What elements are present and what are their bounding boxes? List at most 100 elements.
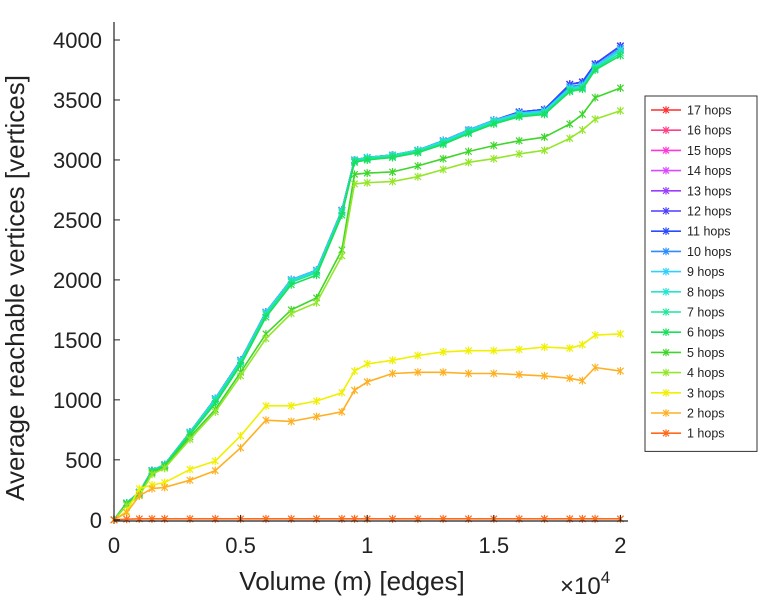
legend-label: 9 hops — [687, 265, 725, 279]
data-point — [464, 158, 473, 167]
legend-marker — [662, 328, 670, 336]
data-point — [540, 146, 549, 155]
legend-marker — [662, 106, 670, 114]
data-point — [350, 179, 359, 188]
legend-label: 5 hops — [687, 346, 725, 360]
legend-marker — [662, 146, 670, 155]
data-point — [388, 369, 397, 378]
axes — [113, 22, 628, 522]
data-point — [236, 371, 245, 380]
data-point — [515, 136, 523, 145]
data-point — [211, 457, 219, 466]
legend-marker — [662, 267, 670, 276]
data-point — [490, 119, 498, 128]
data-point — [591, 65, 599, 74]
data-point — [312, 298, 321, 307]
series-8-hops — [110, 46, 625, 524]
data-point — [616, 51, 625, 60]
data-point — [211, 466, 219, 475]
legend-label: 14 hops — [687, 164, 731, 178]
legend-label: 6 hops — [687, 326, 725, 340]
legend-item: 5 hops — [651, 346, 725, 360]
data-point — [515, 345, 523, 354]
data-point — [414, 368, 422, 377]
data-point — [414, 351, 422, 360]
legend-label: 10 hops — [687, 245, 731, 259]
data-point — [515, 370, 523, 379]
y-tick-label: 500 — [65, 448, 102, 473]
x-exponent-power: 4 — [601, 568, 610, 587]
data-point — [135, 484, 143, 493]
legend-marker — [662, 288, 670, 296]
legend-label: 8 hops — [687, 285, 725, 299]
legend-marker — [662, 187, 670, 195]
series-line — [113, 54, 621, 521]
legend-marker — [662, 308, 670, 316]
data-point — [540, 343, 549, 352]
legend-item: 14 hops — [651, 164, 731, 178]
data-point — [566, 134, 574, 143]
data-point — [135, 491, 143, 500]
data-point — [363, 377, 371, 386]
x-tick-label: 0 — [108, 533, 120, 558]
legend-label: 2 hops — [687, 407, 725, 421]
data-point — [211, 407, 219, 416]
data-point — [464, 129, 473, 138]
data-point — [566, 119, 574, 128]
data-point — [363, 359, 371, 368]
y-tick-label: 2000 — [53, 268, 102, 293]
series-6-hops — [110, 51, 625, 524]
x-tick-label: 0.5 — [225, 533, 256, 558]
data-point — [464, 346, 473, 355]
data-point — [464, 147, 473, 156]
legend-item: 11 hops — [651, 225, 731, 239]
series-line — [113, 48, 621, 521]
tick-labels: 0 0.5 1 1.5 2 0 500 1000 1500 2000 2500 3000 3500 400… — [53, 28, 626, 558]
legend-item: 8 hops — [651, 285, 725, 299]
legend-label: 1 hops — [687, 427, 725, 441]
data-point — [363, 178, 371, 187]
data-point — [414, 148, 422, 157]
data-point — [186, 476, 194, 485]
data-point — [540, 133, 549, 142]
legend-item: 3 hops — [651, 386, 725, 400]
data-point — [262, 401, 270, 410]
data-point — [148, 484, 156, 493]
data-point — [616, 329, 625, 338]
data-point — [312, 271, 321, 280]
data-point — [350, 386, 359, 395]
data-point — [338, 388, 346, 397]
series-layer — [110, 41, 625, 524]
data-point — [439, 368, 447, 377]
data-point — [287, 280, 295, 289]
data-point — [616, 106, 625, 115]
data-point — [515, 149, 523, 158]
legend-marker — [662, 126, 670, 134]
legend-item: 4 hops — [651, 366, 725, 380]
data-point — [464, 369, 473, 378]
data-point — [591, 93, 599, 102]
legend-label: 15 hops — [687, 144, 731, 158]
legend-item: 17 hops — [651, 104, 731, 118]
series-2-hops — [110, 363, 625, 524]
x-axis-label: Volume (m) [edges] — [239, 566, 464, 596]
data-point — [350, 158, 359, 167]
legend-marker — [662, 368, 670, 377]
x-tick-label: 1 — [361, 533, 373, 558]
data-point — [439, 165, 447, 174]
legend-item: 10 hops — [651, 245, 731, 259]
data-point — [148, 470, 156, 479]
data-point — [439, 347, 447, 356]
data-point — [591, 363, 599, 372]
legend-marker — [662, 227, 670, 235]
legend-item: 9 hops — [651, 265, 725, 279]
data-point — [312, 412, 321, 421]
legend-marker — [662, 409, 670, 417]
x-exponent-base: ×10 — [560, 573, 601, 600]
data-point — [439, 154, 447, 163]
y-tick-label: 1000 — [53, 388, 102, 413]
y-tick-label: 1500 — [53, 328, 102, 353]
legend-marker — [662, 429, 670, 437]
data-point — [578, 110, 587, 119]
